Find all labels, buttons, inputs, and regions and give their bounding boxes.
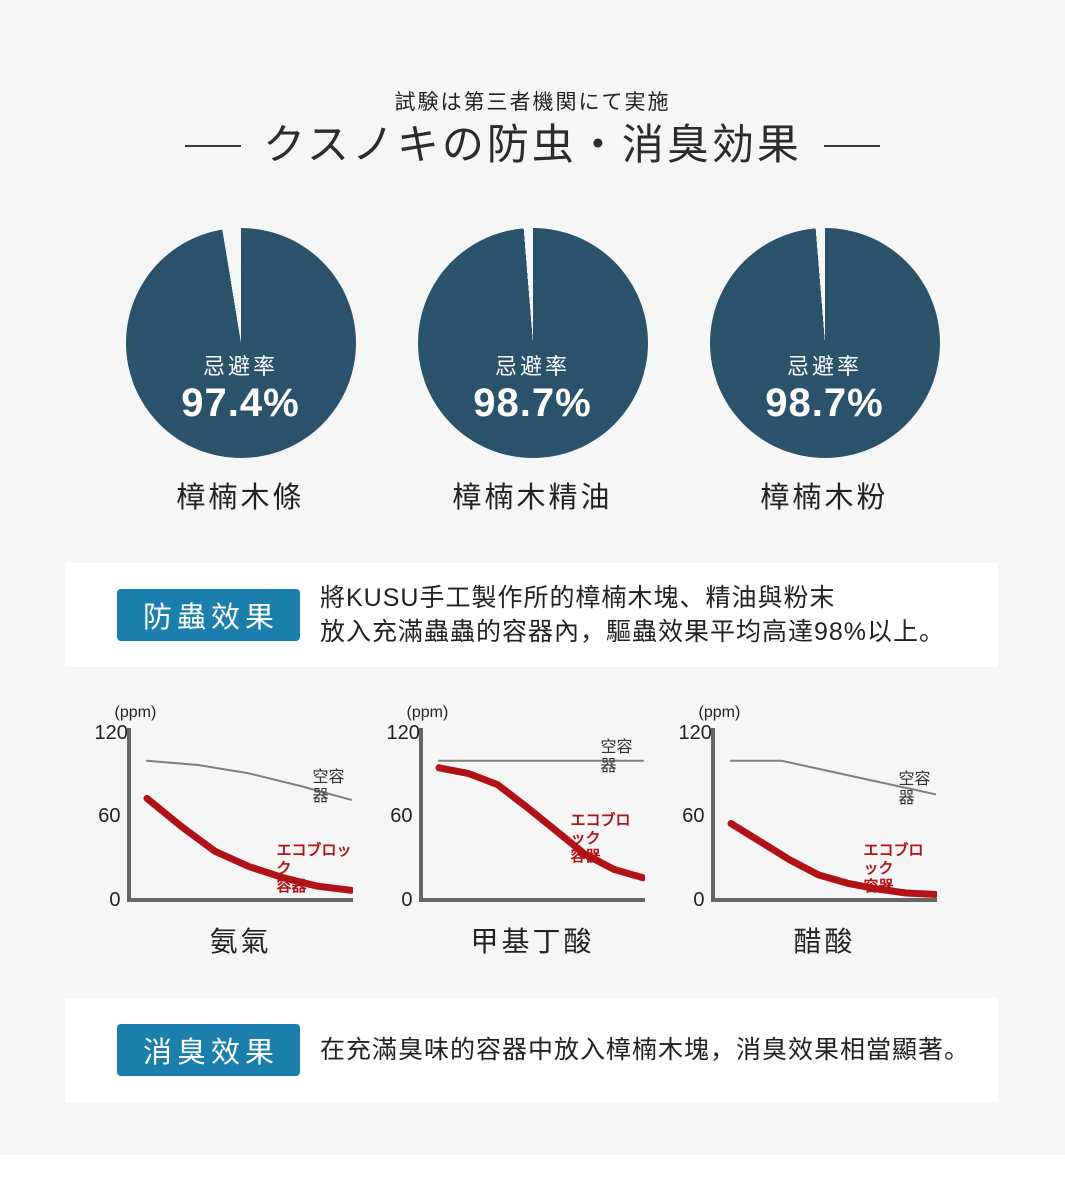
insect-effect-box: 防蟲效果 將KUSU手工製作所的樟楠木塊、精油與粉末 放入充滿蟲蟲的容器內，驅蟲…: [65, 563, 998, 667]
pie-text: 忌避率 97.4%: [126, 354, 356, 426]
y-tick-0: 0: [693, 889, 705, 911]
line-chart-ammonia: (ppm) 120 60 0 空容器 エコブロック 容器 氨氣: [95, 700, 387, 960]
y-tick-60: 60: [682, 805, 705, 827]
plot-area: 空容器 エコブロック 容器: [418, 728, 645, 904]
title-decoration-line-left: [185, 145, 242, 147]
pie-block-sticks: 忌避率 97.4% 樟楠木條: [95, 228, 387, 516]
y-tick-60: 60: [390, 805, 413, 827]
plot-svg: [126, 728, 353, 902]
pie-text: 忌避率 98.7%: [710, 354, 940, 426]
y-axis-unit-label: (ppm): [114, 704, 157, 721]
y-tick-120: 120: [678, 722, 712, 744]
chart-title: 氨氣: [209, 926, 272, 957]
pie-chart-oil: 忌避率 98.7%: [417, 228, 648, 458]
pie-percent-value: 98.7%: [765, 381, 884, 425]
chart-title: 甲基丁酸: [470, 926, 595, 957]
y-tick-60: 60: [98, 805, 121, 827]
deodor-effect-box: 消臭效果 在充滿臭味的容器中放入樟楠木塊，消臭效果相當顯著。: [65, 998, 998, 1102]
pie-block-powder: 忌避率 98.7% 樟楠木粉: [679, 228, 971, 516]
pie-percent-value: 98.7%: [473, 381, 592, 425]
insect-effect-description: 將KUSU手工製作所的樟楠木塊、精油與粉末 放入充滿蟲蟲的容器內，驅蟲效果平均高…: [320, 581, 945, 649]
y-axis-unit-label: (ppm): [406, 704, 449, 721]
line-chart-methylbutyric-acid: (ppm) 120 60 0 空容器 エコブロック 容器 甲基丁酸: [387, 700, 679, 960]
insect-effect-line2: 放入充滿蟲蟲的容器內，驅蟲效果平均高達98%以上。: [320, 618, 946, 646]
y-tick-0: 0: [109, 889, 121, 911]
y-tick-120: 120: [94, 722, 128, 744]
chart-title: 醋酸: [793, 926, 856, 957]
series-label-ecoblock-container: エコブロック 容器: [863, 842, 924, 895]
insect-effect-badge: 防蟲效果: [117, 589, 300, 641]
series-label-empty-container: 空容器: [312, 769, 345, 805]
pie-block-oil: 忌避率 98.7% 樟楠木精油: [387, 228, 679, 516]
series-label-ecoblock-container: エコブロック 容器: [570, 812, 631, 865]
plot-area: 空容器 エコブロック 容器: [710, 728, 937, 904]
subtitle: 試験は第三者機関にて実施: [394, 90, 671, 114]
pie-inner-label: 忌避率: [494, 354, 570, 379]
next-section-background: [0, 1155, 1065, 1200]
line-chart-acetic-acid: (ppm) 120 60 0 空容器 エコブロック 容器 醋酸: [679, 700, 971, 960]
pie-chart-powder: 忌避率 98.7%: [709, 228, 940, 458]
deodor-effect-badge: 消臭效果: [117, 1024, 300, 1076]
plot-svg: [710, 728, 937, 902]
pie-chart-sticks: 忌避率 97.4%: [125, 228, 356, 458]
pie-inner-label: 忌避率: [202, 354, 278, 379]
y-tick-0: 0: [401, 889, 413, 911]
plot-svg: [418, 728, 645, 902]
series-label-empty-container: 空容器: [898, 771, 931, 807]
y-axis-unit-label: (ppm): [698, 704, 741, 721]
pie-percent-value: 97.4%: [181, 381, 300, 425]
pie-text: 忌避率 98.7%: [418, 354, 648, 426]
pie-caption: 樟楠木條: [176, 482, 305, 514]
deodor-effect-description: 在充滿臭味的容器中放入樟楠木塊，消臭效果相當顯著。: [320, 1036, 971, 1064]
pie-inner-label: 忌避率: [786, 354, 862, 379]
pie-caption: 樟楠木精油: [452, 482, 613, 514]
insect-effect-line1: 將KUSU手工製作所的樟楠木塊、精油與粉末: [320, 584, 836, 612]
title-row: クスノキの防虫・消臭効果: [0, 118, 1065, 174]
line-charts-row: (ppm) 120 60 0 空容器 エコブロック 容器 氨氣 (ppm) 12…: [0, 700, 1065, 960]
pie-caption: 樟楠木粉: [760, 482, 889, 514]
page-title: クスノキの防虫・消臭効果: [263, 123, 802, 169]
series-label-empty-container: 空容器: [600, 739, 633, 775]
plot-area: 空容器 エコブロック 容器: [126, 728, 353, 904]
y-tick-120: 120: [386, 722, 420, 744]
pie-charts-row: 忌避率 97.4% 樟楠木條 忌避率 98.7% 樟楠木精油 忌避率 98.7%: [0, 228, 1065, 516]
title-decoration-line-right: [823, 145, 880, 147]
series-label-ecoblock-container: エコブロック 容器: [276, 842, 352, 895]
